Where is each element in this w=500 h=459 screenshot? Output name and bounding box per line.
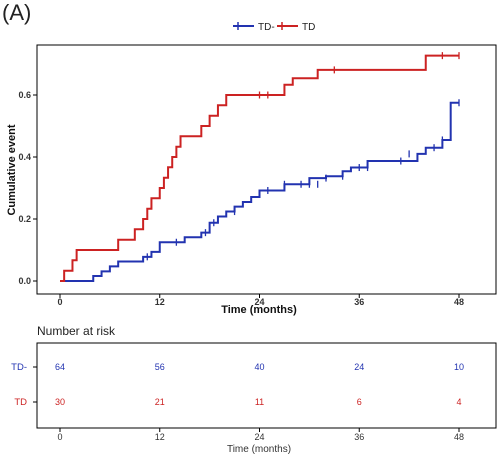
risk-cell: 56 (155, 362, 165, 372)
x-axis: 0 12 24 36 48 (57, 294, 464, 307)
series-line-td (60, 54, 459, 282)
risk-x-tick-label: 24 (254, 432, 264, 442)
risk-x-tick-label: 36 (354, 432, 364, 442)
risk-table-title: Number at risk (37, 324, 116, 338)
legend: TD- TD (233, 22, 315, 33)
y-tick-label: 0.6 (18, 90, 31, 100)
y-tick-label: 0.2 (18, 214, 31, 224)
risk-cell: 64 (55, 362, 65, 372)
risk-cell: 21 (155, 397, 165, 407)
panel-label: (A) (2, 0, 32, 25)
risk-table-frame (36, 342, 497, 429)
x-tick-label: 0 (57, 297, 62, 307)
risk-cell: 40 (254, 362, 264, 372)
y-axis: 0.0 0.2 0.4 0.6 (18, 90, 37, 286)
y-axis-title: Cumulative event (6, 124, 18, 215)
risk-x-tick-label: 0 (57, 432, 62, 442)
legend-td-label: TD (302, 22, 315, 33)
risk-cell: 24 (354, 362, 364, 372)
risk-x-tick-label: 12 (155, 432, 165, 442)
y-tick-label: 0.0 (18, 276, 31, 286)
risk-cell: 6 (357, 397, 362, 407)
risk-cell: 4 (456, 397, 461, 407)
risk-cell: 11 (255, 397, 264, 407)
risk-x-tick-label: 48 (454, 432, 464, 442)
risk-row-label: TD- (11, 362, 27, 373)
x-tick-label: 24 (254, 297, 264, 307)
x-tick-label: 48 (454, 297, 464, 307)
x-axis-title: Time (months) (221, 304, 297, 316)
series-layer (60, 52, 460, 282)
legend-td-minus-label: TD- (258, 22, 275, 33)
plot-frame (36, 44, 497, 295)
risk-cell: 30 (55, 397, 65, 407)
y-tick-label: 0.4 (18, 152, 31, 162)
risk-table-x-title: Time (months) (227, 444, 291, 455)
x-tick-label: 12 (155, 297, 165, 307)
x-tick-label: 36 (354, 297, 364, 307)
risk-cell: 10 (454, 362, 464, 372)
series-line-td-minus (60, 101, 459, 282)
risk-row-label: TD (14, 397, 27, 408)
